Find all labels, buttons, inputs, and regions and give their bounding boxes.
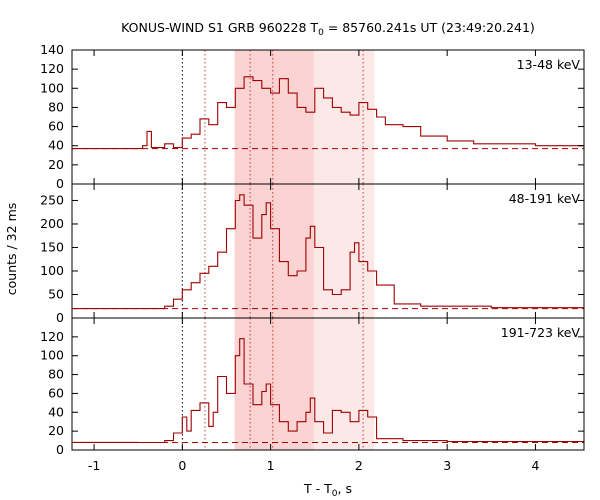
y-tick-label: 100 bbox=[40, 348, 64, 363]
y-tick-label: 250 bbox=[40, 192, 64, 207]
y-tick-label: 20 bbox=[48, 157, 64, 172]
y-tick-label: 60 bbox=[48, 119, 64, 134]
y-tick-label: 60 bbox=[48, 385, 64, 400]
y-tick-label: 150 bbox=[40, 239, 64, 254]
lightcurve-series bbox=[72, 338, 585, 444]
x-axis-label: T - T0, s bbox=[303, 481, 352, 499]
y-tick-label: 80 bbox=[48, 99, 64, 114]
y-tick-label: 80 bbox=[48, 367, 64, 382]
y-axis-label: counts / 32 ms bbox=[4, 203, 19, 296]
y-tick-label: 100 bbox=[40, 80, 64, 95]
energy-band-label: 48-191 keV bbox=[509, 191, 581, 206]
y-tick-label: 200 bbox=[40, 216, 64, 231]
y-tick-label: 40 bbox=[48, 138, 64, 153]
y-tick-label: 0 bbox=[56, 176, 64, 191]
lightcurve-series bbox=[72, 194, 585, 310]
chart-title: KONUS-WIND S1 GRB 960228 T0 = 85760.241s… bbox=[121, 20, 535, 38]
y-tick-label: 120 bbox=[40, 329, 64, 344]
lightcurve-series bbox=[72, 76, 585, 150]
x-tick-label: 4 bbox=[531, 458, 539, 473]
panel-1: 0 20 40 60 80 100 120 140 13-48 keV bbox=[40, 42, 585, 191]
panel-3: 0 20 40 60 80 100 120 191-723 keV bbox=[40, 317, 585, 457]
y-tick-label: 0 bbox=[56, 310, 64, 325]
panel-frame bbox=[71, 317, 585, 451]
y-tick-label: 20 bbox=[48, 423, 64, 438]
x-tick-label: 1 bbox=[267, 458, 275, 473]
x-tick-label: 2 bbox=[355, 458, 363, 473]
y-tick-label: 120 bbox=[40, 61, 64, 76]
x-tick-label: 3 bbox=[443, 458, 451, 473]
energy-band-label: 191-723 keV bbox=[501, 325, 581, 340]
x-axis: -1 0 1 2 3 4 bbox=[88, 458, 540, 473]
energy-band-label: 13-48 keV bbox=[517, 57, 581, 72]
shaded-interval-dark bbox=[234, 50, 314, 184]
y-tick-label: 100 bbox=[40, 263, 64, 278]
y-tick-label: 140 bbox=[40, 42, 64, 57]
x-tick-label: 0 bbox=[178, 458, 186, 473]
y-tick-label: 0 bbox=[56, 442, 64, 457]
shaded-interval-dark bbox=[234, 184, 314, 318]
y-tick-label: 40 bbox=[48, 404, 64, 419]
x-tick-label: -1 bbox=[88, 458, 100, 473]
panel-2: 0 50 100 150 200 250 48-191 keV bbox=[40, 183, 585, 325]
y-tick-label: 50 bbox=[48, 286, 64, 301]
